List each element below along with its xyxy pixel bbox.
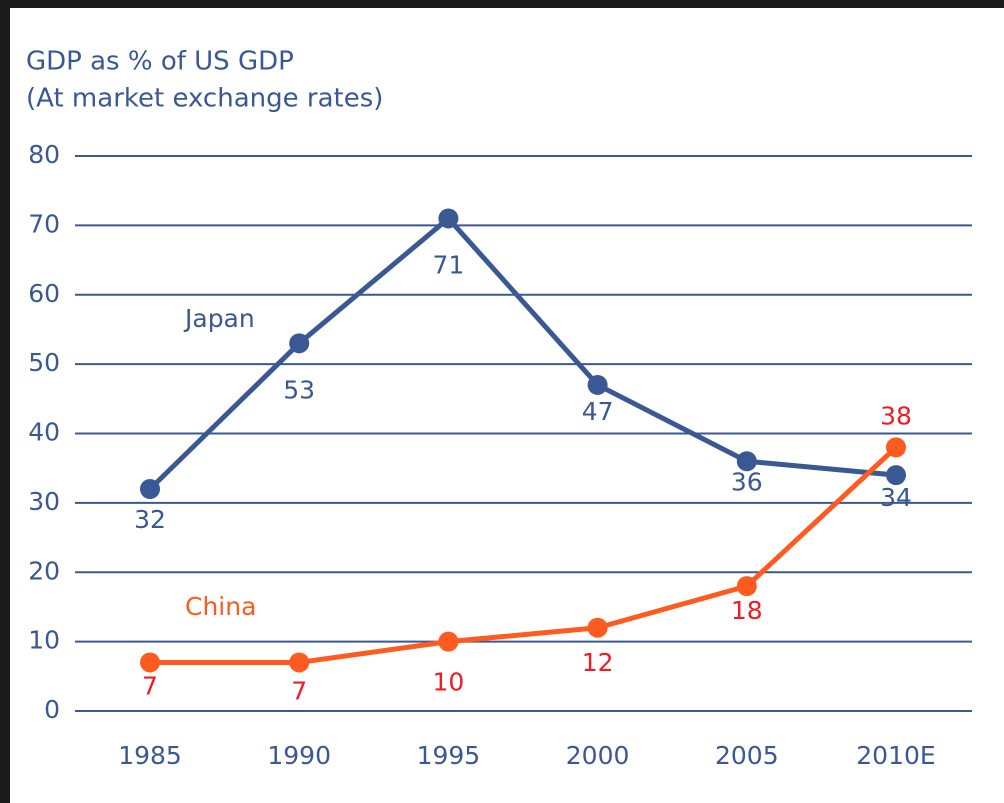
- y-tick-label: 0: [44, 695, 60, 724]
- y-tick-label: 40: [28, 418, 60, 447]
- data-label: 12: [582, 648, 614, 677]
- data-point: [587, 617, 608, 638]
- data-point: [140, 479, 160, 499]
- y-tick-label: 10: [28, 626, 60, 655]
- data-label: 18: [731, 596, 763, 625]
- series-label: Japan: [183, 304, 255, 333]
- chart-title: GDP as % of US GDP: [26, 47, 294, 77]
- y-tick-label: 80: [28, 140, 60, 169]
- data-label: 71: [432, 250, 464, 279]
- data-point: [886, 465, 906, 486]
- data-label: 38: [880, 401, 912, 430]
- series-line: [150, 445, 898, 665]
- x-tick-label: 2010E: [856, 741, 935, 770]
- series-line: [148, 215, 897, 491]
- data-point: [140, 652, 160, 673]
- data-point: [438, 631, 459, 652]
- y-tick-label: 70: [28, 209, 60, 238]
- data-point: [587, 374, 608, 395]
- data-label: 34: [880, 483, 912, 512]
- data-point: [736, 576, 757, 597]
- series-label: China: [185, 592, 256, 621]
- chart-subtitle: (At market exchange rates): [26, 84, 383, 114]
- data-label: 32: [134, 505, 166, 534]
- y-tick-label: 30: [28, 487, 60, 516]
- x-tick-label: 2000: [566, 741, 630, 770]
- y-tick-label: 60: [28, 279, 60, 308]
- data-label: 7: [142, 671, 158, 700]
- data-point: [289, 652, 310, 673]
- data-label: 10: [432, 668, 464, 697]
- data-label: 53: [283, 375, 315, 404]
- data-label: 36: [731, 467, 763, 496]
- y-tick-label: 50: [28, 348, 60, 377]
- x-tick-label: 1985: [118, 741, 182, 770]
- x-tick-label: 2005: [715, 741, 779, 770]
- data-point: [438, 208, 459, 229]
- data-point: [289, 333, 310, 354]
- chart-background: [10, 8, 1004, 803]
- y-tick-label: 20: [28, 556, 60, 585]
- data-point: [736, 451, 757, 472]
- x-tick-label: 1990: [267, 741, 331, 770]
- x-tick-label: 1995: [417, 741, 481, 770]
- data-label: 47: [582, 397, 614, 426]
- data-label: 7: [291, 676, 307, 705]
- data-point: [886, 437, 906, 458]
